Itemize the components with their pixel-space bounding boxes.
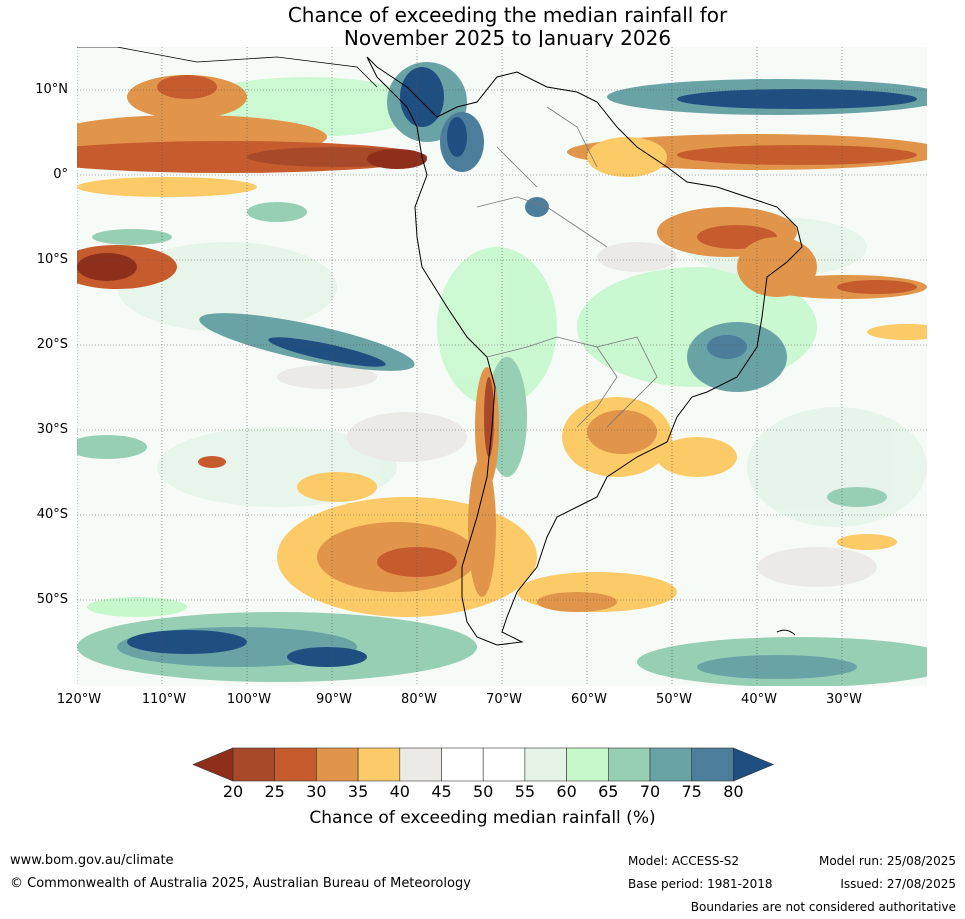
- lon-label-100w: 100°W: [226, 692, 272, 707]
- colorbar-cell: [441, 747, 484, 782]
- footer-disclaimer: Boundaries are not considered authoritat…: [690, 900, 956, 914]
- colorbar-cell: [607, 747, 651, 782]
- colorbar-cell: [649, 747, 693, 782]
- colorbar-tick-label: 30: [306, 782, 327, 801]
- lat-label-20s: 20°S: [36, 337, 68, 352]
- colorbar-tick-label: 45: [431, 782, 452, 801]
- lon-label-70w: 70°W: [486, 692, 522, 707]
- colorbar-cell: [524, 747, 567, 782]
- lat-label-10n: 10°N: [35, 82, 68, 97]
- map-title-line1: Chance of exceeding the median rainfall …: [287, 3, 728, 27]
- lat-label-50s: 50°S: [36, 592, 68, 607]
- rainfall-map: [77, 47, 927, 686]
- colorbar-cell: [691, 747, 734, 782]
- colorbar-tick-label: 55: [514, 782, 536, 801]
- colorbar-cell: [399, 747, 442, 782]
- rainfall-map-svg: [77, 47, 927, 686]
- lon-label-120w: 120°W: [56, 692, 102, 707]
- footer-base-period: Base period: 1981-2018: [628, 877, 773, 891]
- colorbar-tick-label: 70: [639, 782, 661, 801]
- colorbar-tick-label: 75: [681, 782, 702, 801]
- lat-label-10s: 10°S: [36, 252, 68, 267]
- colorbar-cell: [566, 747, 609, 782]
- colorbar-tick-label: 20: [222, 782, 244, 801]
- lon-label-60w: 60°W: [571, 692, 607, 707]
- colorbar-tick-label: 40: [389, 782, 410, 801]
- colorbar-extend-low: [192, 747, 234, 782]
- footer-model: Model: ACCESS-S2: [628, 854, 740, 868]
- lon-label-80w: 80°W: [401, 692, 437, 707]
- colorbar-cell: [482, 747, 526, 782]
- lat-label-0: 0°: [53, 167, 68, 182]
- map-title: Chance of exceeding the median rainfall …: [0, 4, 965, 50]
- footer-issued: Issued: 27/08/2025: [840, 877, 956, 891]
- colorbar-cell: [357, 747, 401, 782]
- footer-copyright: © Commonwealth of Australia 2025, Austra…: [10, 876, 471, 891]
- lat-label-30s: 30°S: [36, 422, 68, 437]
- lon-label-30w: 30°W: [826, 692, 862, 707]
- colorbar-svg: [192, 747, 775, 782]
- colorbar-tick-label: 35: [347, 782, 369, 801]
- colorbar-cell: [274, 747, 317, 782]
- colorbar-extend-high: [733, 747, 775, 782]
- colorbar-tick-label: 50: [473, 782, 494, 801]
- lat-label-40s: 40°S: [36, 507, 68, 522]
- lon-label-50w: 50°W: [656, 692, 692, 707]
- map-title-line2: November 2025 to January 2026: [343, 26, 672, 50]
- lon-label-110w: 110°W: [141, 692, 187, 707]
- colorbar-tick-label: 80: [723, 782, 744, 801]
- colorbar-label: Chance of exceeding median rainfall (%): [309, 808, 656, 828]
- colorbar: [190, 747, 775, 783]
- footer-website: www.bom.gov.au/climate: [10, 853, 174, 868]
- colorbar-cell: [232, 747, 276, 782]
- lon-label-40w: 40°W: [741, 692, 777, 707]
- colorbar-tick-label: 65: [598, 782, 619, 801]
- colorbar-cell: [316, 747, 359, 782]
- lon-label-90w: 90°W: [316, 692, 352, 707]
- colorbar-tick-label: 60: [556, 782, 577, 801]
- footer-model-run: Model run: 25/08/2025: [818, 854, 956, 868]
- colorbar-tick-label: 25: [264, 782, 285, 801]
